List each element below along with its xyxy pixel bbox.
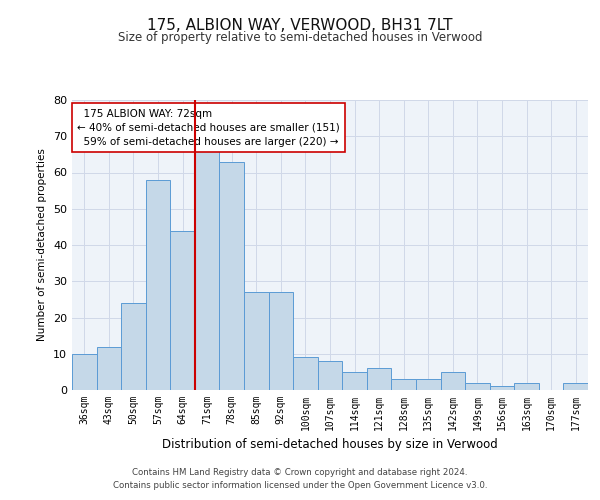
Text: Contains public sector information licensed under the Open Government Licence v3: Contains public sector information licen… bbox=[113, 482, 487, 490]
Bar bbox=[97, 346, 121, 390]
Bar bbox=[318, 361, 342, 390]
Bar bbox=[391, 379, 416, 390]
Bar bbox=[416, 379, 440, 390]
Y-axis label: Number of semi-detached properties: Number of semi-detached properties bbox=[37, 148, 47, 342]
Bar bbox=[121, 303, 146, 390]
Bar bbox=[342, 372, 367, 390]
Bar bbox=[195, 147, 220, 390]
Bar bbox=[367, 368, 391, 390]
Bar bbox=[170, 230, 195, 390]
Bar bbox=[440, 372, 465, 390]
X-axis label: Distribution of semi-detached houses by size in Verwood: Distribution of semi-detached houses by … bbox=[162, 438, 498, 452]
Bar bbox=[563, 383, 588, 390]
Bar bbox=[220, 162, 244, 390]
Bar bbox=[465, 383, 490, 390]
Text: 175 ALBION WAY: 72sqm
← 40% of semi-detached houses are smaller (151)
  59% of s: 175 ALBION WAY: 72sqm ← 40% of semi-deta… bbox=[77, 108, 340, 146]
Bar bbox=[244, 292, 269, 390]
Bar bbox=[293, 358, 318, 390]
Bar bbox=[72, 354, 97, 390]
Bar bbox=[269, 292, 293, 390]
Bar bbox=[490, 386, 514, 390]
Text: Contains HM Land Registry data © Crown copyright and database right 2024.: Contains HM Land Registry data © Crown c… bbox=[132, 468, 468, 477]
Bar bbox=[146, 180, 170, 390]
Bar bbox=[514, 383, 539, 390]
Text: 175, ALBION WAY, VERWOOD, BH31 7LT: 175, ALBION WAY, VERWOOD, BH31 7LT bbox=[147, 18, 453, 32]
Text: Size of property relative to semi-detached houses in Verwood: Size of property relative to semi-detach… bbox=[118, 31, 482, 44]
